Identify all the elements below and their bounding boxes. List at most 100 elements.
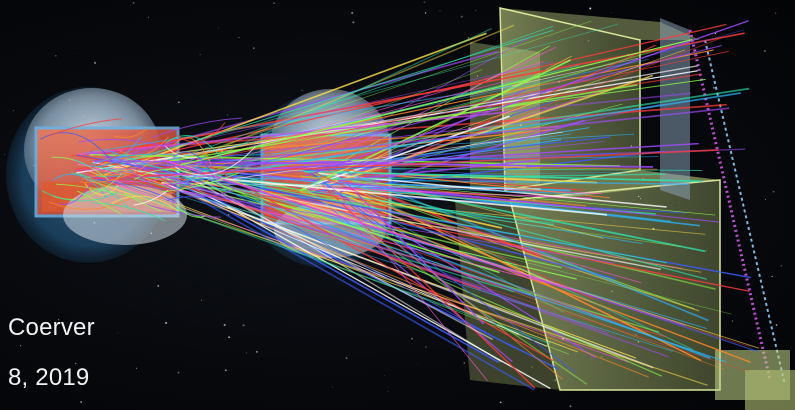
particle-track [329, 45, 550, 169]
star [772, 190, 775, 193]
star [460, 15, 463, 18]
particle-track [185, 165, 760, 349]
curling-track [163, 183, 235, 197]
particle-track [107, 150, 727, 363]
star [80, 401, 83, 404]
star [132, 2, 135, 4]
curling-track [152, 117, 242, 139]
star [476, 75, 479, 77]
star [463, 362, 465, 364]
curling-track [113, 169, 191, 183]
particle-track [171, 173, 608, 216]
curling-track [134, 168, 192, 181]
particle-track [184, 156, 659, 162]
curling-track [57, 181, 94, 205]
particle-track [93, 160, 654, 168]
particle-track [163, 159, 580, 293]
particle-track [185, 107, 730, 167]
particle-track [102, 153, 609, 334]
curling-track [165, 135, 224, 161]
star [775, 12, 777, 14]
curling-track [76, 190, 122, 215]
particle-track [165, 157, 716, 290]
star [4, 153, 6, 156]
particle-track [95, 174, 570, 355]
star [117, 332, 119, 334]
star [384, 375, 386, 376]
star [165, 321, 168, 324]
star [157, 284, 160, 287]
curling-track [108, 180, 178, 205]
star [301, 89, 303, 92]
particle-track [104, 78, 706, 164]
particle-track [178, 136, 611, 183]
particle-track [78, 172, 551, 345]
curling-track [55, 183, 144, 201]
curling-track [162, 172, 239, 193]
particle-track [337, 159, 539, 182]
curling-track [118, 171, 154, 188]
curling-track [49, 197, 132, 210]
particle-track [93, 164, 515, 293]
particle-track [304, 115, 510, 189]
curling-track [158, 179, 210, 200]
star [12, 110, 14, 112]
particle-track [101, 61, 554, 163]
particle-track [194, 156, 554, 362]
star [253, 47, 255, 49]
particle-track [84, 92, 691, 156]
curling-track [79, 158, 157, 184]
curling-track [176, 121, 226, 143]
star [228, 336, 230, 339]
particle-track [180, 20, 592, 160]
star [256, 351, 258, 353]
particle-track [332, 44, 656, 192]
caption-date: 8, 2019 [8, 364, 90, 391]
star [780, 264, 783, 267]
star [178, 101, 180, 104]
particle-track [313, 171, 595, 300]
star [199, 53, 201, 56]
star [225, 369, 227, 372]
curling-track [164, 145, 197, 159]
curling-track [48, 118, 122, 137]
curling-track [40, 132, 115, 164]
particle-track [108, 103, 727, 152]
star [227, 114, 229, 116]
particle-track [327, 173, 666, 180]
particle-track [166, 180, 535, 391]
star [331, 386, 334, 388]
particle-track [190, 131, 563, 186]
particle-track [96, 58, 649, 176]
curling-track [133, 189, 169, 206]
curling-track [77, 139, 166, 147]
star [20, 345, 22, 347]
curling-track [92, 202, 166, 222]
particle-track [180, 39, 693, 166]
particle-track [309, 183, 586, 195]
particle-track [182, 167, 663, 377]
curling-track [172, 151, 217, 181]
star [93, 61, 97, 64]
star [775, 324, 778, 326]
star [147, 16, 149, 18]
particle-tracks [40, 20, 760, 391]
curling-track [177, 164, 212, 191]
curling-track [79, 147, 130, 172]
particle-track [79, 163, 674, 352]
star [771, 275, 773, 278]
curling-track [132, 162, 210, 177]
star [439, 10, 441, 12]
star [531, 366, 533, 368]
star [764, 199, 767, 201]
particle-track [82, 85, 513, 155]
particle-track [330, 165, 709, 322]
curling-track [84, 182, 119, 196]
curling-track [173, 137, 212, 165]
star [351, 11, 354, 14]
star [242, 324, 245, 327]
star [273, 2, 275, 5]
particle-track [101, 29, 554, 170]
particle-track [111, 163, 649, 378]
